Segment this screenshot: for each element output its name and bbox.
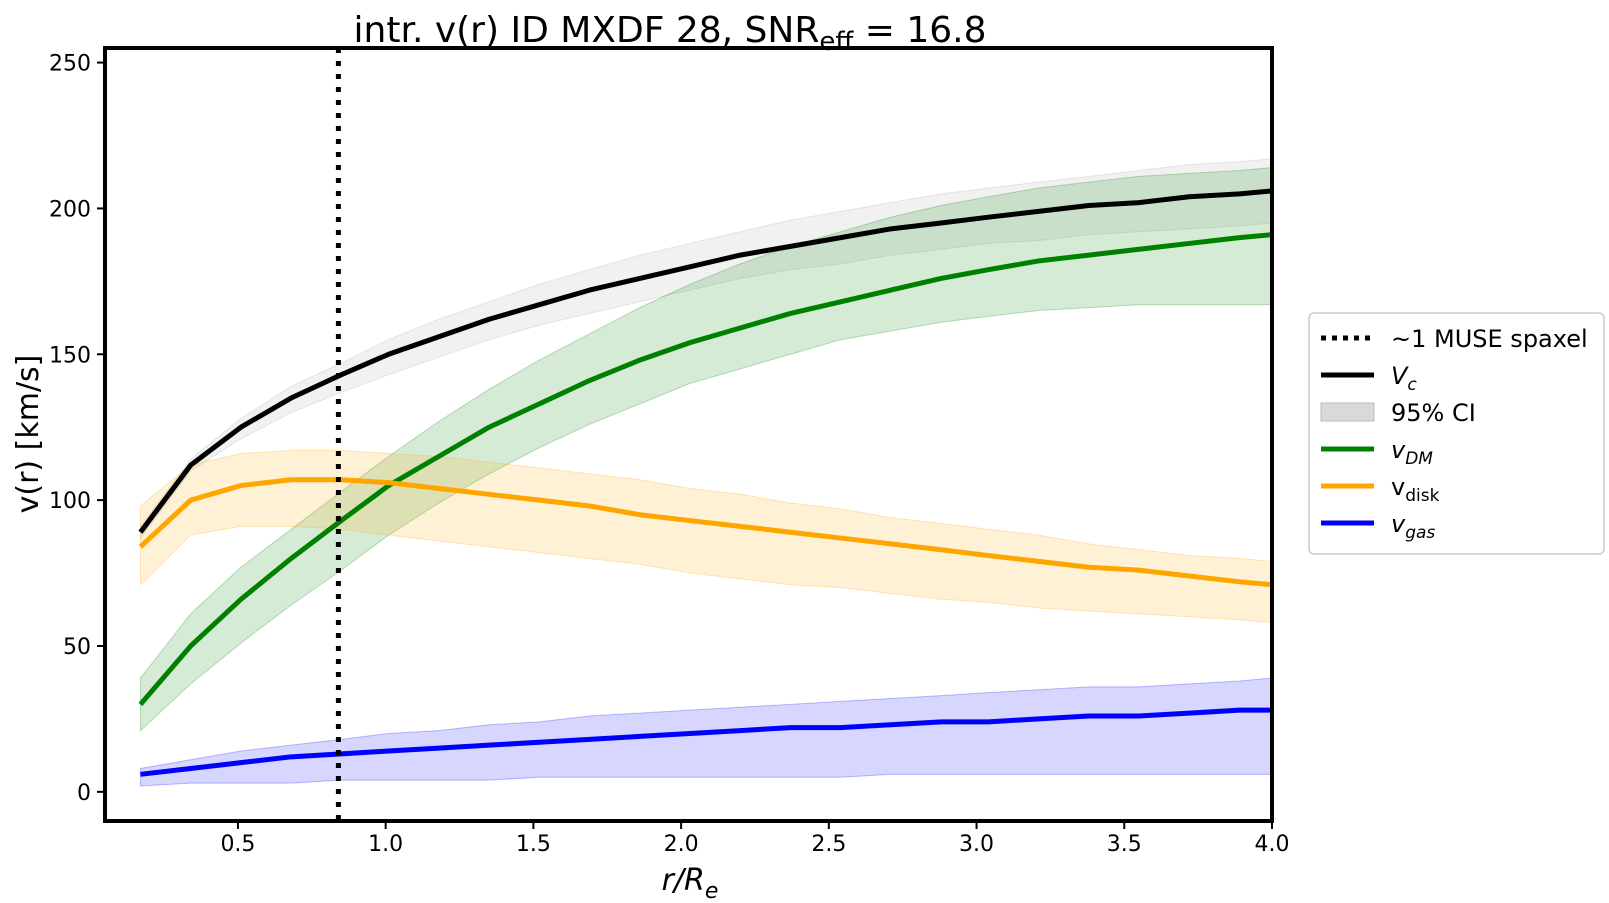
plot-frame [103, 46, 1274, 823]
legend-swatch-patch [1320, 402, 1375, 422]
legend-entry: Vc [1321, 362, 1417, 395]
legend-entry: vdisk [1321, 473, 1440, 506]
y-tick-label: 200 [49, 197, 91, 222]
x-tick-label: 2.5 [811, 832, 846, 857]
x-tick-label: 2.0 [664, 832, 699, 857]
x-tick-label: 3.5 [1107, 832, 1142, 857]
chart-title-main: intr. v(r) ID MXDF 28, SNR [354, 10, 820, 51]
line-c [138, 188, 1273, 534]
x-axis-title-sub: e [705, 879, 719, 903]
x-axis-title-base: r/R [662, 863, 705, 898]
legend-label: Vc [1391, 362, 1417, 395]
line-dm [138, 232, 1273, 706]
legend-box [1308, 312, 1605, 555]
y-axis-ticks: 0 50 100 150 200 250 [49, 52, 105, 806]
x-tick-label: 0.5 [220, 832, 255, 857]
x-tick-label: 1.0 [368, 832, 403, 857]
legend: ~1 MUSE spaxel Vc 95% CI vDM vdisk vgas [1308, 312, 1605, 555]
y-tick-label: 0 [77, 781, 91, 806]
x-axis-title: r/Re [662, 863, 719, 903]
legend-label: vdisk [1391, 473, 1440, 506]
line-gas [140, 707, 1272, 777]
legend-entry: vgas [1321, 510, 1435, 543]
chart-title-sub: eff [819, 27, 854, 57]
y-axis-title: v(r) [km/s] [11, 355, 46, 514]
y-tick-label: 250 [49, 52, 91, 77]
legend-entries: ~1 MUSE spaxel Vc 95% CI vDM vdisk vgas [1320, 325, 1588, 543]
chart-title-tail: = 16.8 [853, 10, 986, 51]
legend-entry: vDM [1321, 436, 1433, 469]
x-tick-label: 4.0 [1255, 832, 1290, 857]
legend-label: 95% CI [1391, 399, 1476, 427]
y-tick-label: 100 [49, 489, 91, 514]
plot-area [138, 48, 1273, 821]
legend-entry: 95% CI [1320, 399, 1476, 427]
y-tick-label: 50 [63, 635, 91, 660]
chart-title: intr. v(r) ID MXDF 28, SNReff = 16.8 [354, 10, 987, 57]
legend-label: ~1 MUSE spaxel [1391, 325, 1588, 353]
x-tick-label: 3.0 [959, 832, 994, 857]
x-tick-label: 1.5 [516, 832, 551, 857]
legend-label: vgas [1391, 510, 1435, 543]
legend-label: vDM [1391, 436, 1433, 469]
y-tick-label: 150 [49, 343, 91, 368]
series-lines [138, 188, 1273, 777]
x-axis-ticks: 0.5 1.0 1.5 2.0 2.5 3.0 3.5 4.0 [220, 821, 1290, 857]
legend-entry: ~1 MUSE spaxel [1321, 325, 1588, 353]
line-disk [138, 477, 1273, 588]
